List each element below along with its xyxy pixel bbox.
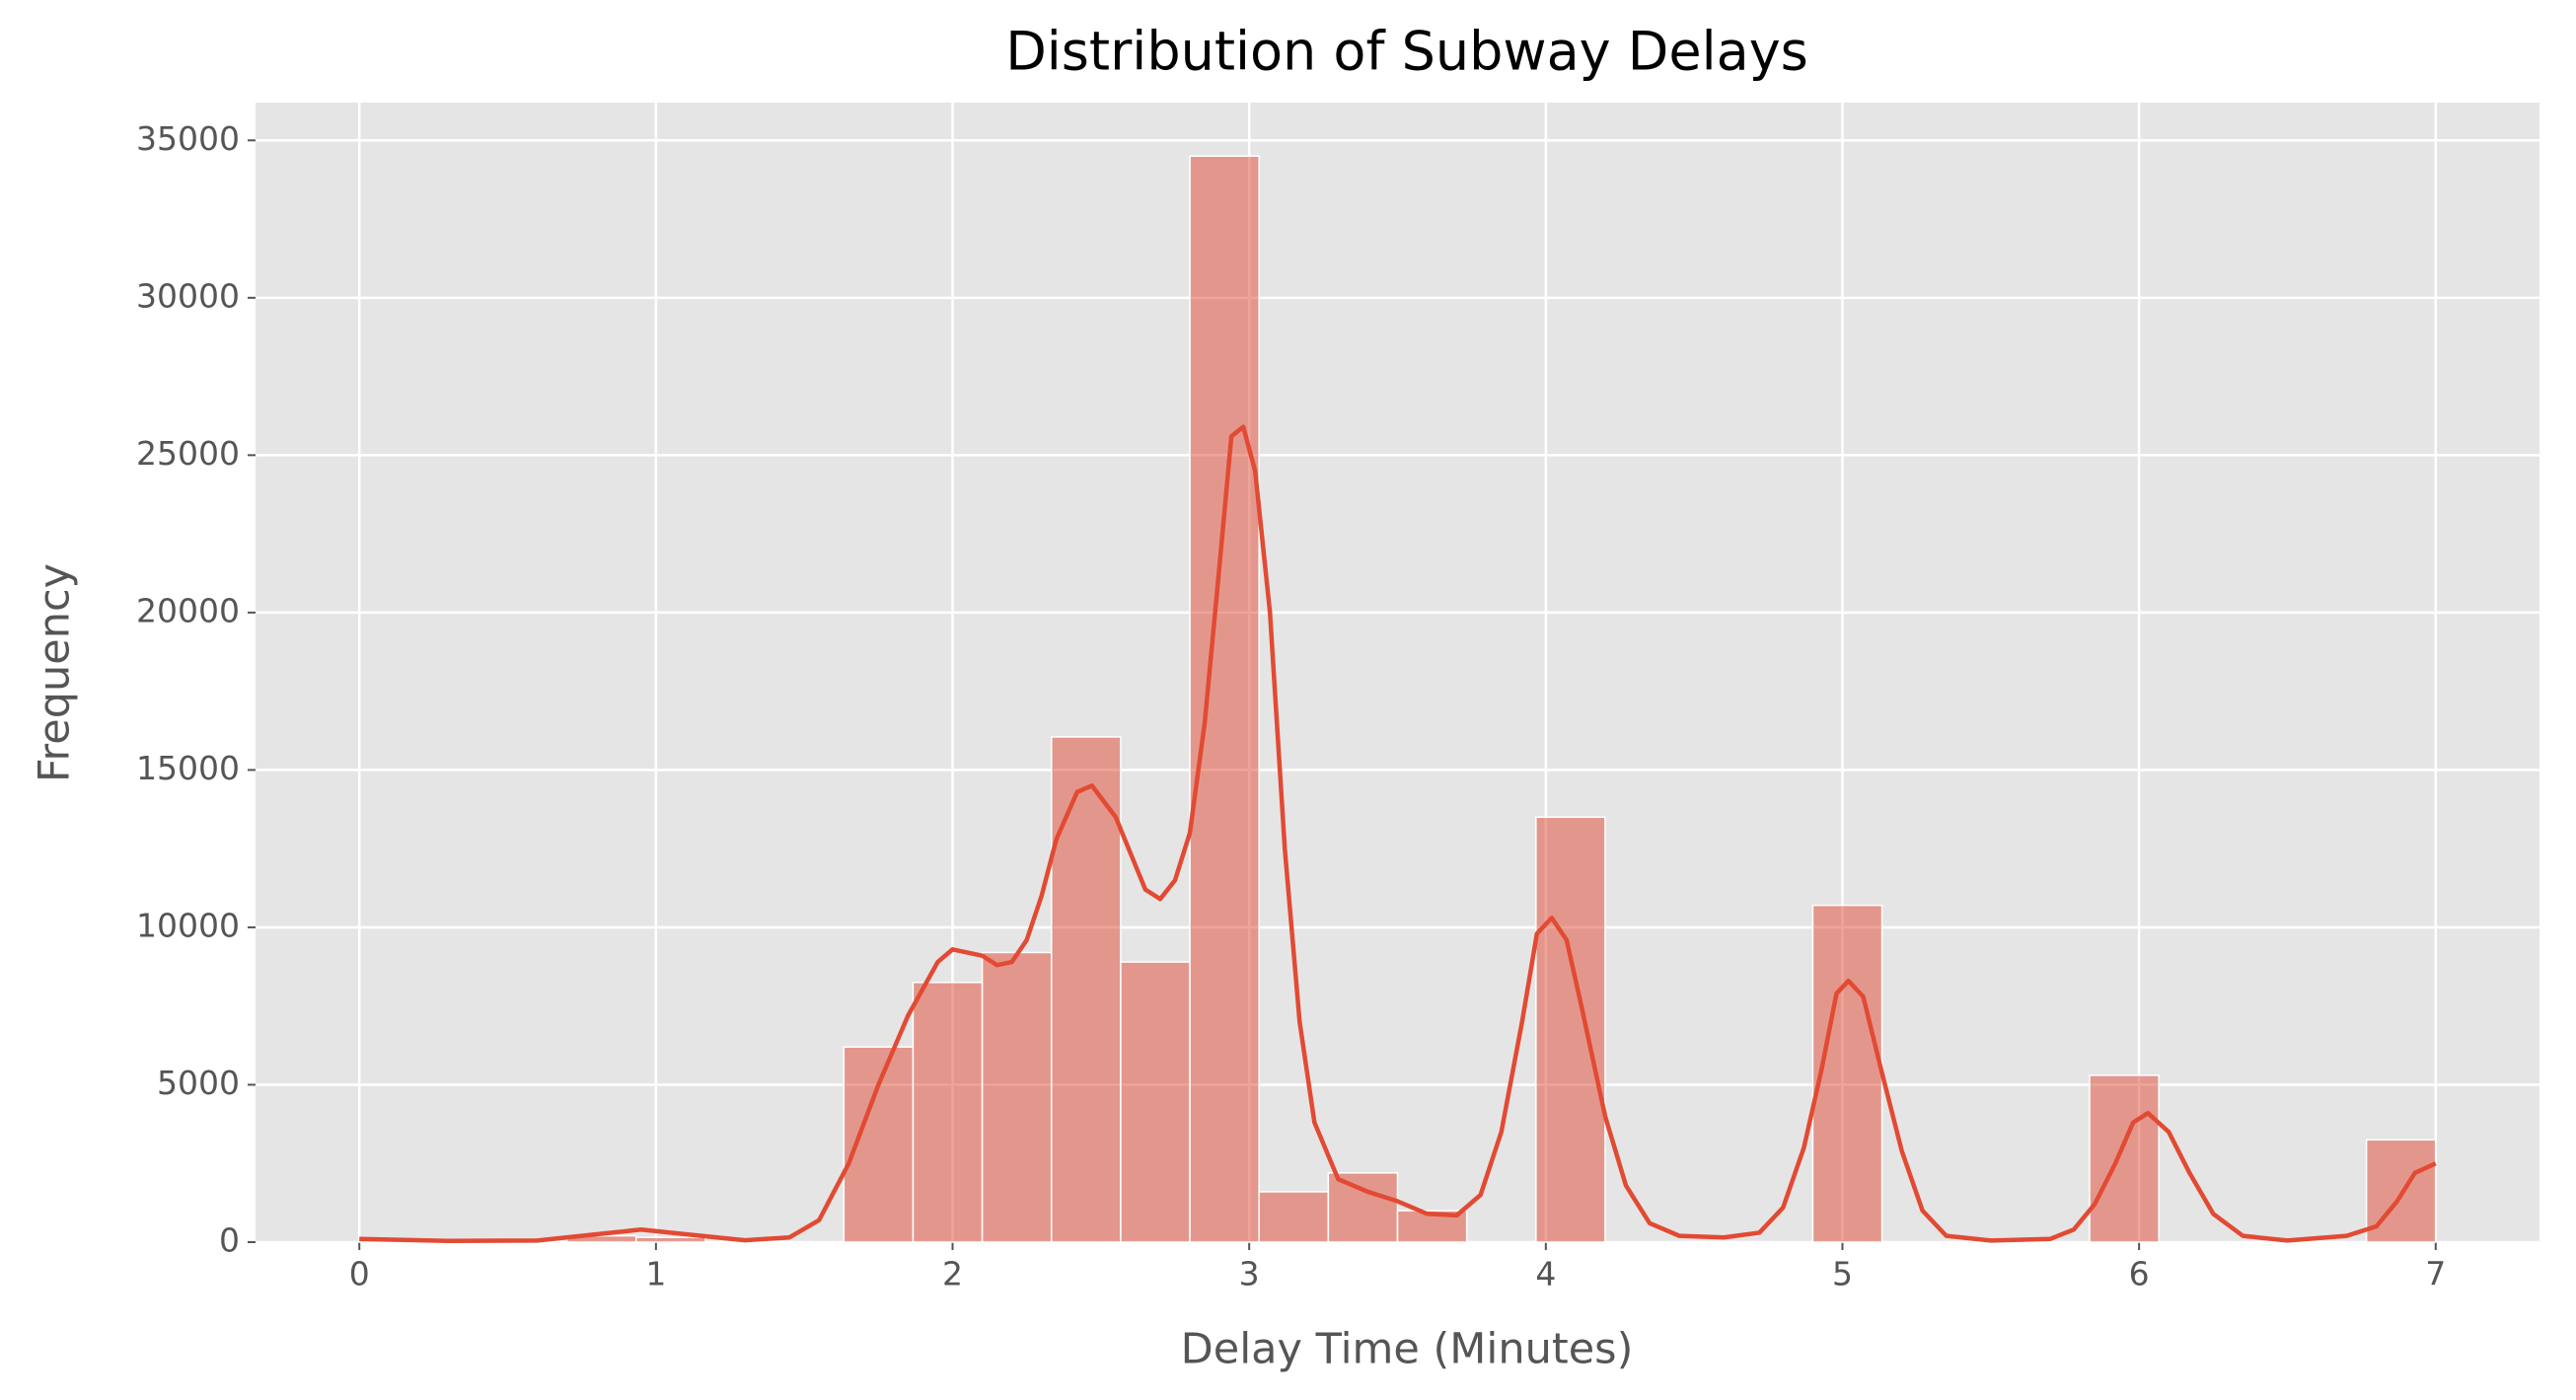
histogram-bar — [1535, 816, 1606, 1243]
x-tick-label: 1 — [645, 1255, 666, 1293]
histogram-bar — [1811, 904, 1883, 1243]
y-tick-label: 5000 — [157, 1064, 240, 1102]
histogram-bar — [1327, 1172, 1399, 1243]
x-tick-label: 3 — [1239, 1255, 1260, 1293]
y-tick-label: 30000 — [136, 276, 240, 315]
y-tick-label: 10000 — [136, 906, 240, 944]
x-tick-label: 5 — [1832, 1255, 1853, 1293]
histogram-bar — [1189, 155, 1260, 1243]
y-tick-label: 20000 — [136, 591, 240, 629]
y-tick-label: 15000 — [136, 749, 240, 787]
histogram-bar — [981, 951, 1053, 1243]
histogram-bar — [1120, 961, 1191, 1243]
x-axis-label: Delay Time (Minutes) — [1181, 1325, 1634, 1374]
x-tick-label: 0 — [349, 1255, 370, 1293]
x-tick-label: 6 — [2129, 1255, 2150, 1293]
plot-area — [256, 103, 2539, 1242]
x-tick-label: 2 — [942, 1255, 963, 1293]
x-tick-label: 7 — [2425, 1255, 2446, 1293]
y-tick-label: 25000 — [136, 434, 240, 473]
x-tick-label: 4 — [1535, 1255, 1556, 1293]
histogram-bar — [1258, 1191, 1330, 1243]
histogram-bar — [912, 982, 984, 1243]
kde-line — [359, 424, 2437, 1243]
y-axis-label: Frequency — [31, 563, 80, 782]
y-tick-label: 35000 — [136, 119, 240, 158]
y-tick-label: 0 — [219, 1221, 240, 1260]
chart-title: Distribution of Subway Delays — [1005, 21, 1808, 83]
histogram-bar — [635, 1236, 706, 1243]
histogram-bar — [2089, 1074, 2160, 1243]
